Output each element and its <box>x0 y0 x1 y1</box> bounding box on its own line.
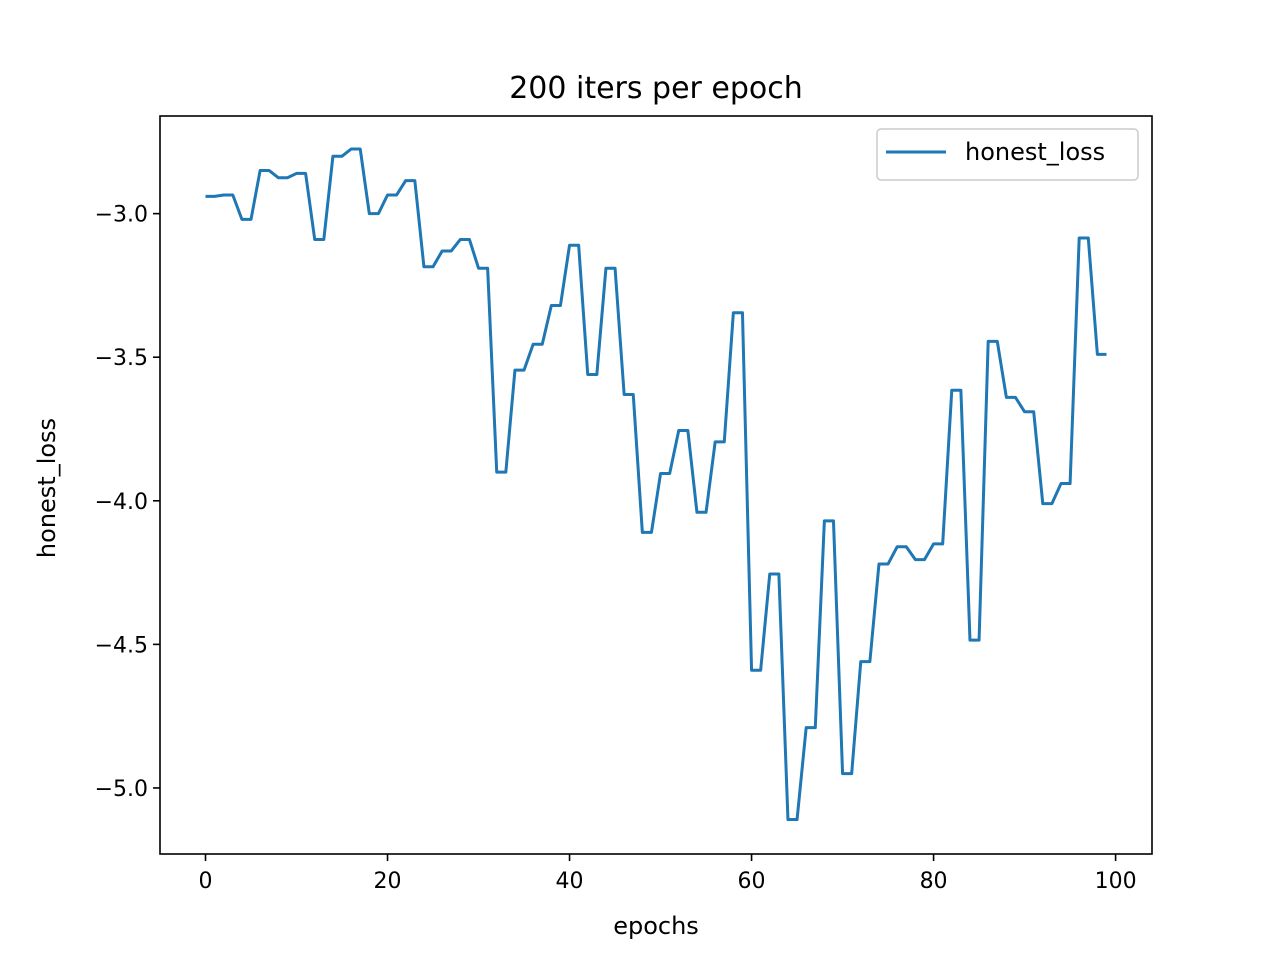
y-axis-ticks: −3.0 −3.5 −4.0 −4.5 −5.0 <box>95 203 160 802</box>
chart-title: 200 iters per epoch <box>509 71 803 106</box>
x-tick-label: 100 <box>1095 869 1137 894</box>
legend: honest_loss <box>876 128 1139 181</box>
series-layer <box>205 147 1107 822</box>
y-tick-label: −4.0 <box>95 490 148 515</box>
series-line-honest_loss <box>205 147 1107 822</box>
y-tick-label: −3.0 <box>95 203 148 228</box>
y-axis-label: honest_loss <box>33 418 61 558</box>
y-tick-label: −4.5 <box>95 633 148 658</box>
x-tick-label: 40 <box>556 869 584 894</box>
legend-box <box>876 128 1139 181</box>
x-tick-label: 60 <box>738 869 766 894</box>
plot-frame <box>159 115 1153 855</box>
x-tick-label: 20 <box>374 869 402 894</box>
y-tick-label: −5.0 <box>95 777 148 802</box>
x-axis-label: epochs <box>613 912 699 940</box>
x-tick-label: 0 <box>199 869 213 894</box>
x-tick-label: 80 <box>920 869 948 894</box>
legend-label: honest_loss <box>965 138 1105 166</box>
x-axis-ticks: 0 20 40 60 80 100 <box>199 854 1137 894</box>
y-tick-label: −3.5 <box>95 346 148 371</box>
